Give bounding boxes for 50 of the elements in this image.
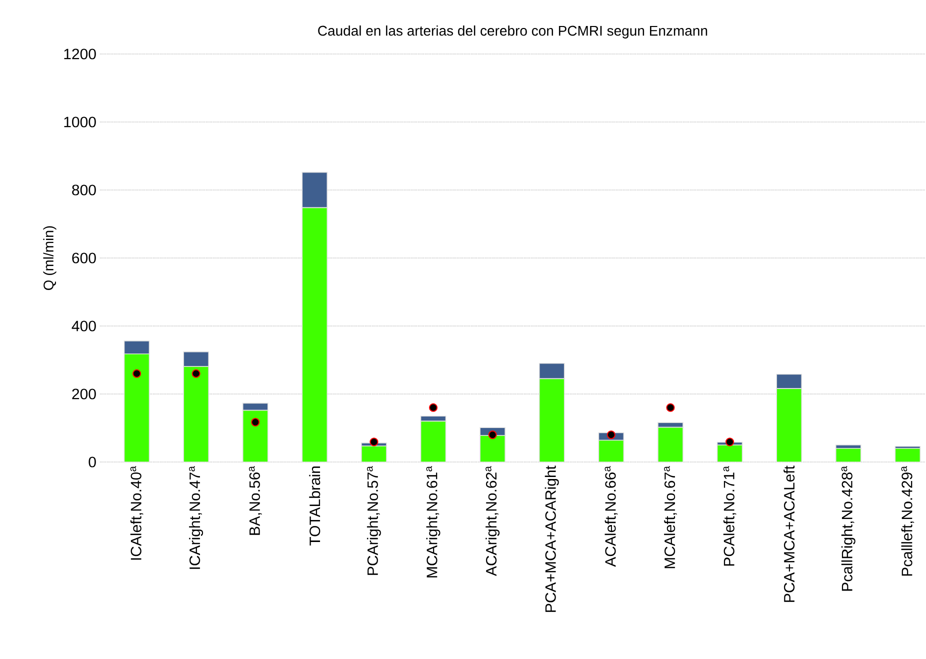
point: [251, 418, 260, 427]
x-tick-label: Pcallleft,No.429$^{a}$: [901, 466, 914, 576]
chart-title: Caudal en las arterias del cerebro con PCMRI segun Enzmann: [318, 25, 708, 38]
y-tick-label: 200: [72, 388, 96, 400]
bar: [420, 420, 446, 462]
point: [488, 430, 497, 440]
bar: [183, 366, 209, 462]
bar: [538, 378, 565, 462]
point: [606, 430, 616, 440]
bar: [420, 416, 446, 422]
bar: [183, 351, 209, 367]
bar: [480, 435, 506, 462]
bar: [776, 374, 802, 389]
x-tick-label: PCA+MCA+ACALeft: [784, 466, 795, 602]
bar: [361, 446, 387, 462]
bar: [894, 448, 921, 462]
x-tick-label: PCAleft,No.71$^{a}$: [723, 466, 736, 566]
y-tick-label: 0: [88, 456, 96, 468]
point: [666, 403, 675, 412]
y-tick-label: 1000: [64, 116, 96, 128]
bar: [776, 388, 802, 462]
bar: [658, 422, 684, 428]
x-tick-label: BA,No.56$^{a}$: [248, 466, 262, 535]
bar: [658, 426, 684, 462]
point: [428, 403, 438, 412]
bar: [538, 363, 565, 380]
bar: [124, 353, 150, 462]
y-tick-label: 1200: [64, 48, 96, 60]
y-tick-label: 400: [72, 320, 96, 332]
point: [192, 369, 200, 378]
point: [132, 369, 142, 378]
y-axis-title: Q (ml/min): [43, 226, 56, 290]
x-tick-label: ACAleft,No.66$^{a}$: [604, 466, 618, 567]
point: [725, 438, 734, 446]
x-tick-label: PCA+MCA+ACARight: [544, 466, 559, 612]
bar: [242, 410, 268, 462]
x-tick-label: PCAright,No.57$^{a}$: [366, 466, 381, 575]
x-tick-label: ICAleft,No.40$^{a}$: [130, 466, 144, 560]
x-tick-label: ICAright,No.47$^{a}$: [189, 466, 204, 569]
x-tick-label: TOTALbrain: [309, 466, 320, 546]
y-tick-label: 600: [72, 252, 96, 264]
x-tick-label: PcallRight,No.428$^{a}$: [841, 466, 856, 591]
y-tick-label: 800: [72, 184, 96, 196]
bar: [598, 440, 624, 462]
bar: [716, 444, 743, 462]
x-tick-label: ACAright,No.62$^{a}$: [486, 466, 500, 576]
x-tick-label: MCAleft,No.67$^{a}$: [664, 466, 677, 568]
bar: [302, 207, 328, 462]
point: [370, 438, 378, 446]
x-tick-label: MCAright,No.61$^{a}$: [426, 466, 440, 578]
